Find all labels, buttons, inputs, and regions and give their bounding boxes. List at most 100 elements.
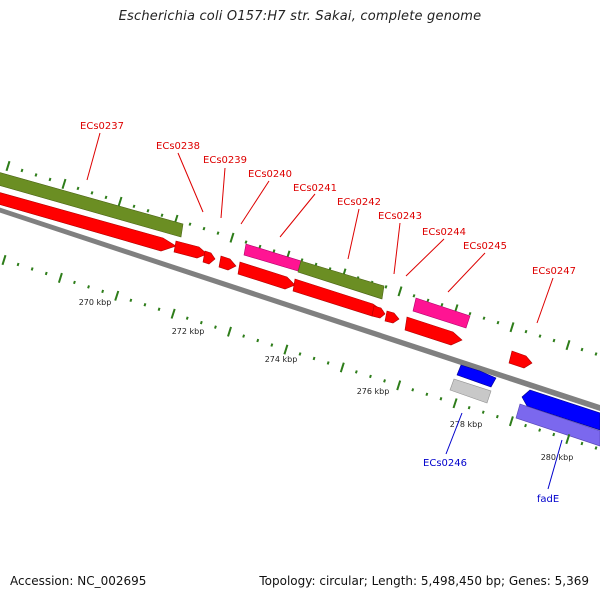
- outer-minor-tick: [440, 302, 444, 307]
- outer-minor-tick: [90, 191, 94, 195]
- label-ecs0238: ECs0238: [156, 141, 200, 152]
- inner-minor-tick: [383, 379, 386, 383]
- label-ecs0237: ECs0237: [80, 121, 124, 132]
- outer-major-tick: [117, 196, 123, 207]
- ruler-label-270: 270 kbp: [79, 298, 112, 307]
- inner-minor-tick: [242, 334, 246, 338]
- outer-minor-tick: [146, 208, 150, 213]
- inner-major-tick: [339, 362, 345, 373]
- red-leader-lines: [86, 132, 554, 324]
- inner-minor-tick: [157, 307, 161, 311]
- outer-minor-tick: [188, 222, 192, 226]
- outer-major-tick: [229, 232, 235, 243]
- outer-minor-tick: [594, 352, 598, 356]
- inner-minor-tick: [214, 325, 217, 329]
- inner-minor-tick: [481, 410, 485, 414]
- inner-minor-tick: [425, 392, 429, 397]
- leader-ecs0239: [220, 167, 226, 219]
- feature-ecs0247: [508, 350, 533, 369]
- feature-ecs0243: [371, 305, 386, 319]
- outer-minor-tick: [384, 285, 388, 289]
- ruler-label-276: 276 kbp: [357, 387, 390, 396]
- label-ecs0246: ECs0246: [423, 458, 467, 469]
- outer-minor-tick: [244, 240, 248, 244]
- inner-minor-tick: [199, 320, 203, 325]
- outer-minor-tick: [76, 186, 80, 191]
- feature-red-band-1: [0, 192, 177, 252]
- inner-minor-tick: [30, 267, 34, 271]
- inner-major-tick: [57, 272, 63, 283]
- outer-minor-tick: [272, 249, 276, 253]
- inner-minor-tick: [16, 262, 20, 267]
- outer-minor-tick: [468, 311, 472, 316]
- inner-minor-tick: [439, 397, 443, 401]
- inner-major-tick: [565, 433, 571, 445]
- inner-minor-tick: [87, 285, 90, 289]
- inner-minor-tick: [524, 423, 527, 428]
- inner-minor-tick: [101, 289, 105, 294]
- inner-minor-tick: [467, 405, 471, 410]
- feature-red-band-4: [404, 316, 463, 346]
- outer-major-tick: [397, 286, 403, 297]
- feature-fade-slate: [515, 403, 600, 447]
- label-ecs0239: ECs0239: [203, 155, 247, 166]
- outer-major-tick: [61, 178, 67, 189]
- inner-minor-tick: [185, 316, 189, 320]
- label-ecs0244: ECs0244: [422, 227, 466, 238]
- ruler-label-278: 278 kbp: [450, 420, 483, 429]
- outer-minor-tick: [524, 329, 528, 334]
- outer-minor-tick: [426, 298, 430, 303]
- outer-minor-tick: [552, 338, 556, 343]
- inner-minor-tick: [495, 414, 499, 419]
- inner-minor-tick: [411, 388, 415, 392]
- inner-minor-tick: [73, 280, 76, 285]
- inner-minor-tick: [298, 352, 302, 356]
- feature-ecs0239: [202, 250, 216, 265]
- feature-red-band-2: [237, 261, 296, 290]
- leader-fade: [547, 439, 563, 490]
- outer-minor-tick: [412, 294, 416, 298]
- inner-minor-tick: [256, 338, 260, 343]
- inner-minor-tick: [354, 370, 358, 374]
- feature-ecs0242: [297, 260, 385, 300]
- accession-text: Accession: NC_002695: [10, 574, 147, 588]
- inner-major-tick: [227, 326, 232, 337]
- leader-ecs0241: [279, 193, 316, 238]
- leader-ecs0240: [240, 180, 270, 225]
- outer-minor-tick: [160, 213, 164, 218]
- inner-major-tick: [396, 380, 402, 391]
- blue-leader-lines: [445, 412, 563, 490]
- outer-minor-tick: [34, 173, 38, 177]
- feature-ecs0246-grey: [449, 378, 492, 404]
- label-ecs0243: ECs0243: [378, 211, 422, 222]
- outer-minor-tick: [258, 244, 262, 249]
- inner-minor-tick: [143, 303, 147, 307]
- leader-ecs0247: [536, 277, 554, 324]
- outer-tick-band: [5, 160, 598, 356]
- label-ecs0245: ECs0245: [463, 241, 507, 252]
- feature-ecs0245: [412, 297, 471, 329]
- inner-major-tick: [283, 344, 289, 355]
- outer-minor-tick: [496, 320, 500, 325]
- inner-minor-tick: [270, 343, 274, 347]
- outer-major-tick: [5, 160, 11, 172]
- inner-minor-tick: [538, 428, 542, 432]
- label-ecs0242: ECs0242: [337, 197, 381, 208]
- inner-major-tick: [170, 308, 176, 319]
- genome-stats-text: Topology: circular; Length: 5,498,450 bp…: [259, 574, 589, 588]
- label-fade: fadE: [537, 494, 559, 505]
- outer-minor-tick: [132, 204, 136, 209]
- feature-ecs0238: [173, 240, 208, 259]
- inner-minor-tick: [552, 432, 556, 437]
- inner-major-tick: [1, 254, 7, 266]
- feature-ecs0244: [384, 310, 400, 324]
- inner-minor-tick: [312, 356, 316, 361]
- inner-minor-tick: [129, 298, 133, 303]
- leader-ecs0238: [177, 152, 204, 213]
- outer-minor-tick: [216, 231, 220, 235]
- outer-minor-tick: [482, 316, 486, 320]
- leader-ecs0242: [347, 208, 360, 260]
- inner-major-tick: [114, 290, 120, 301]
- inner-minor-tick: [326, 361, 330, 365]
